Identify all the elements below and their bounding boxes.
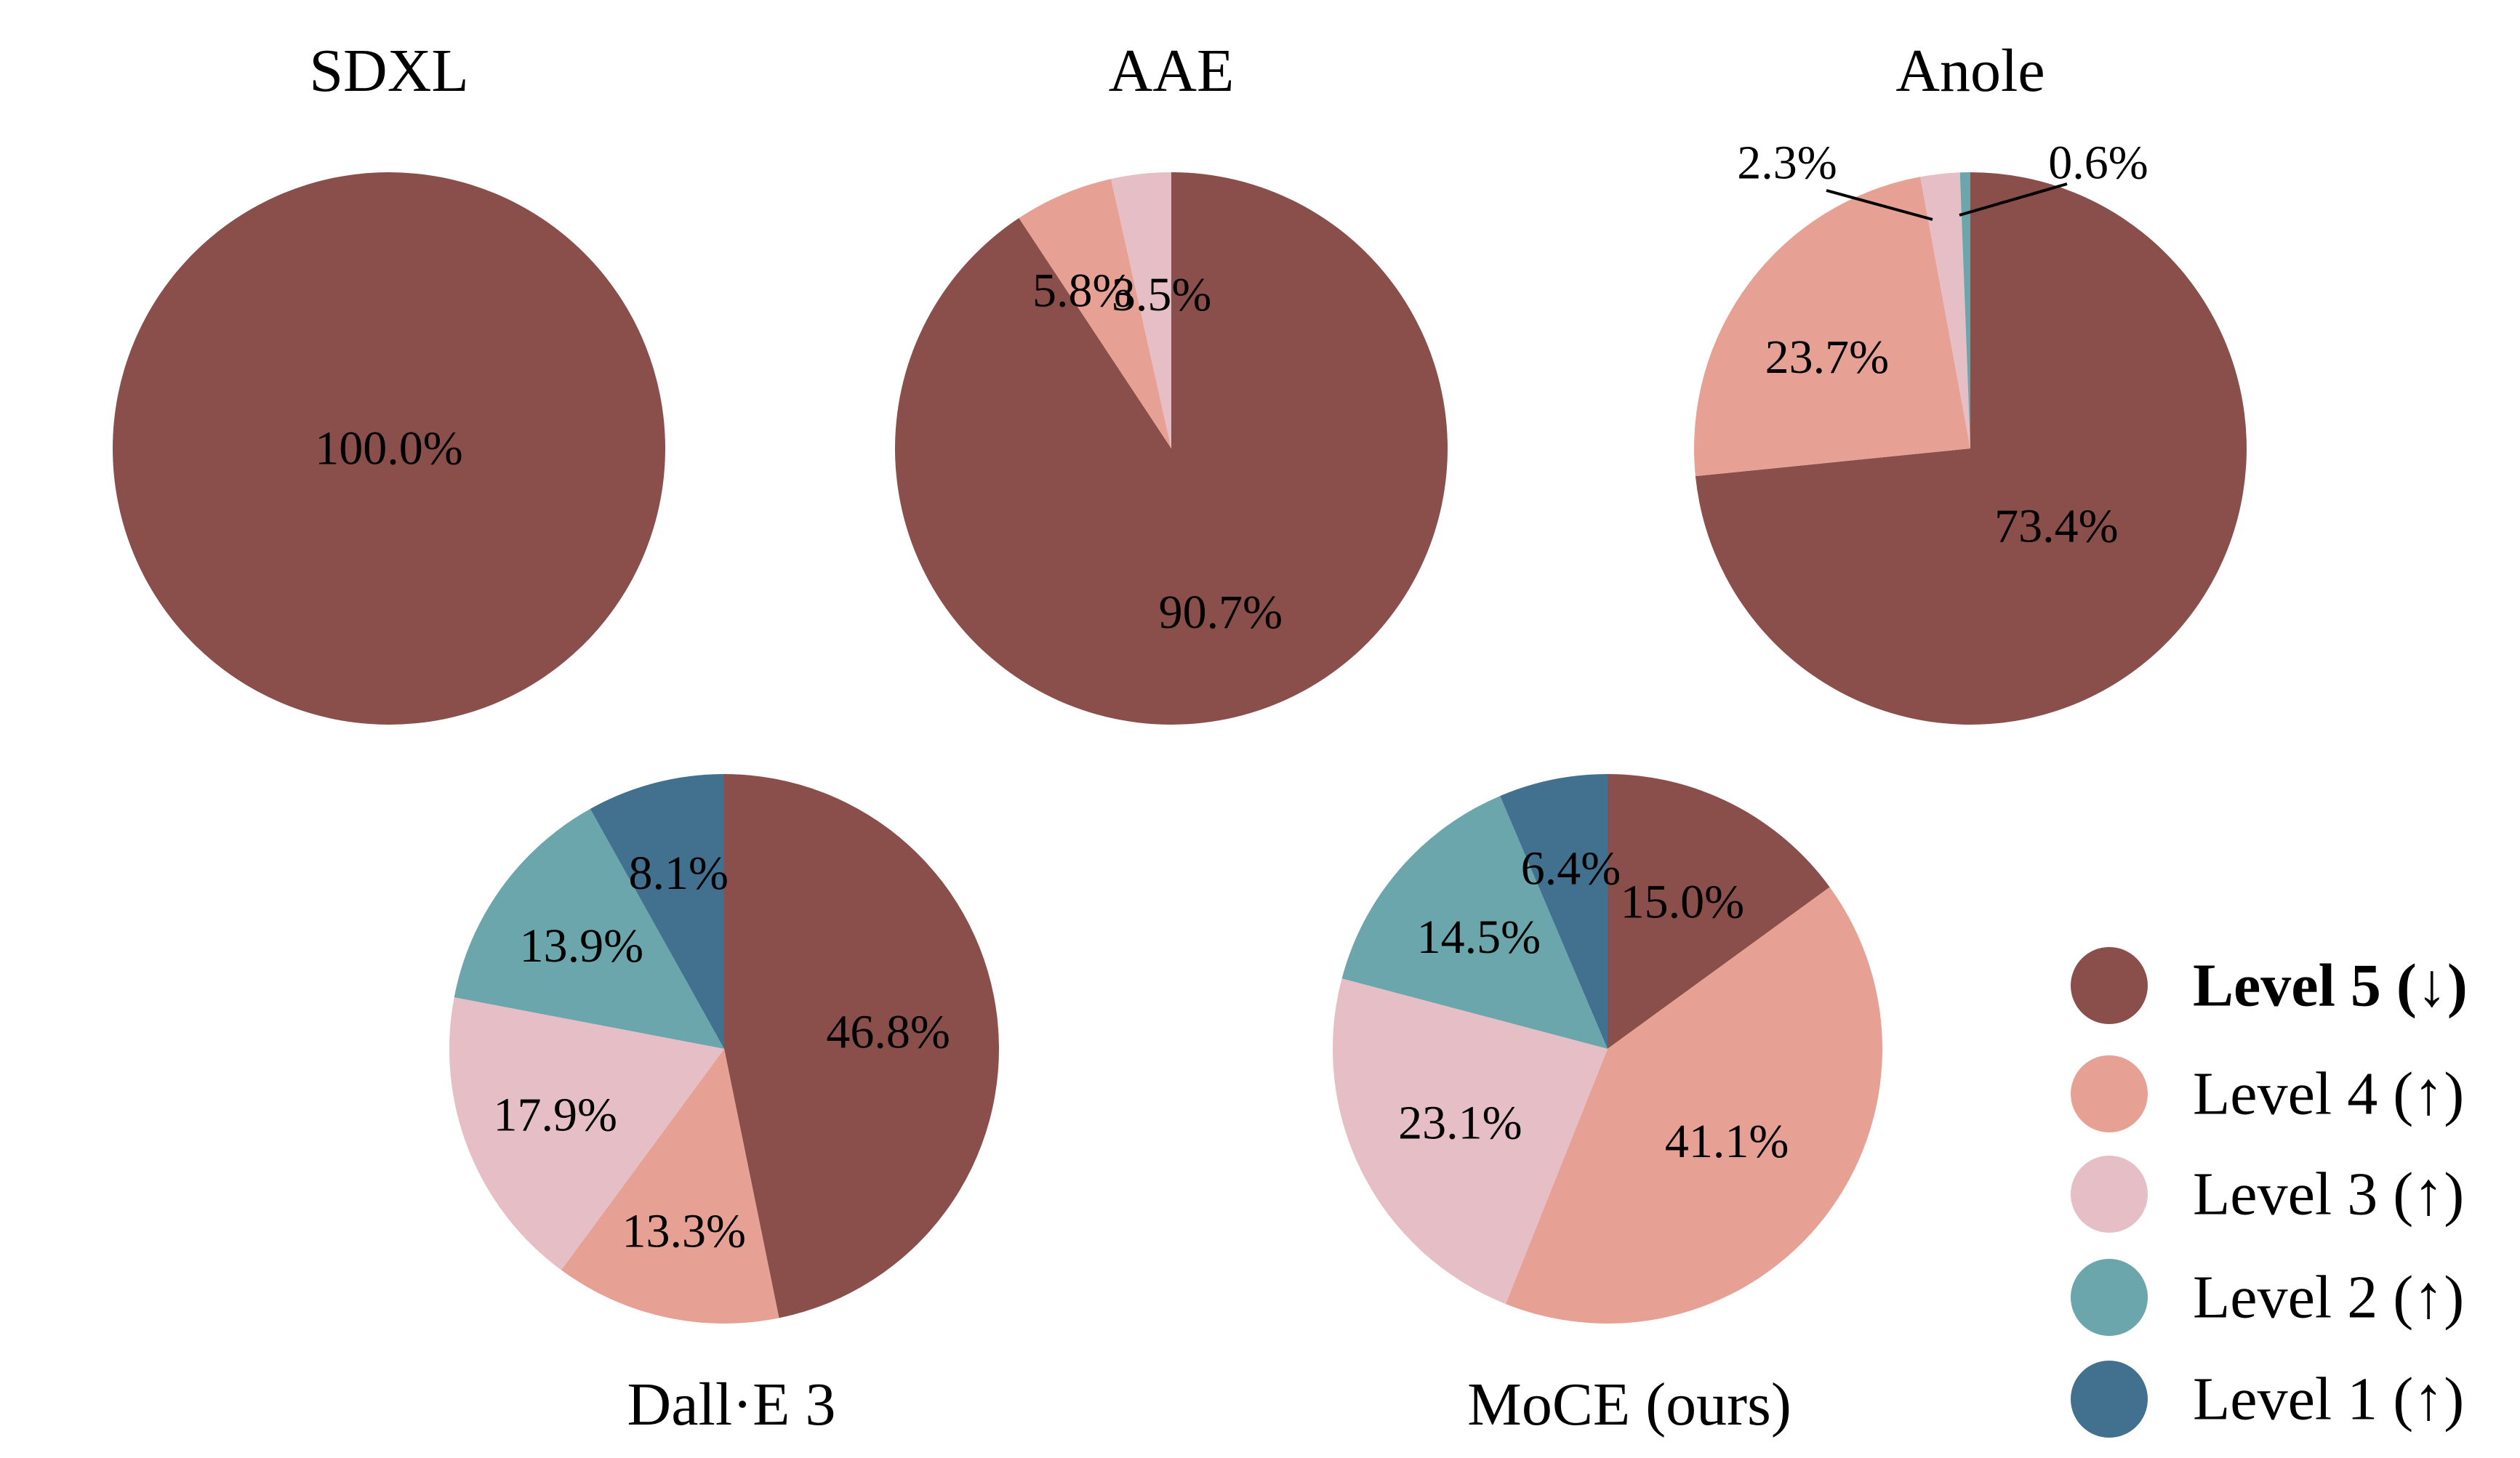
- legend-item-level-3: Level 3 (↑): [2071, 1156, 2464, 1233]
- pie-slice-level-5: [724, 774, 999, 1318]
- pie-slice-level-2: [1341, 796, 1608, 1049]
- slice-value-label: 8.1%: [628, 847, 728, 900]
- slice-value-label: 41.1%: [1665, 1115, 1789, 1168]
- slice-value-label: 13.3%: [622, 1205, 745, 1258]
- slice-value-label: 5.8%: [1032, 265, 1132, 318]
- pie-title: MoCE (ours): [1467, 1371, 1791, 1438]
- slice-value-label: 73.4%: [1994, 500, 2118, 553]
- legend-item-level-5: Level 5 (↓): [2071, 947, 2468, 1024]
- pie-slice-level-5: [1695, 172, 2247, 725]
- pie-slice-level-3: [1920, 172, 1970, 448]
- slice-value-label: 3.5%: [1112, 268, 1211, 321]
- slice-value-label: 2.3%: [1737, 137, 1837, 190]
- slice-value-label: 6.4%: [1521, 842, 1621, 895]
- slice-value-label: 15.0%: [1621, 875, 1744, 928]
- pie-title: SDXL: [309, 37, 468, 105]
- pie-title: Dall·E 3: [627, 1371, 836, 1438]
- slice-value-label: 46.8%: [826, 1006, 950, 1059]
- pie-title: AAE: [1109, 37, 1235, 105]
- slice-value-label: 14.5%: [1417, 911, 1541, 964]
- pie-slice-level-3: [1111, 172, 1171, 448]
- pie-chart-moce: MoCE (ours) 15.0% 41.1% 23.1% 14.5% 6.4%: [1333, 774, 1882, 1438]
- legend-swatch-level-5: [2071, 947, 2148, 1024]
- pie-slice-level-2: [454, 808, 724, 1049]
- slice-value-label: 13.9%: [520, 919, 643, 972]
- pie-title: Anole: [1895, 37, 2045, 105]
- pie-slice-level-5: [1608, 774, 1830, 1049]
- slice-value-label: 100.0%: [315, 422, 462, 475]
- legend-item-level-2: Level 2 (↑): [2071, 1259, 2464, 1336]
- legend-label-level-5: Level 5 (↓): [2193, 952, 2468, 1020]
- slice-value-label: 0.6%: [2048, 137, 2148, 190]
- pie-slice-level-5: [113, 172, 665, 725]
- pie-chart-anole: Anole 73.4% 23.7% 2.3% 0.6%: [1694, 37, 2247, 725]
- legend: Level 5 (↓) Level 4 (↑) Level 3 (↑) Leve…: [2071, 947, 2468, 1438]
- pie-slice-level-4: [1019, 179, 1171, 449]
- pie-slice-level-1: [590, 774, 724, 1049]
- pie-slice-level-3: [449, 997, 724, 1270]
- pie-slice-level-4: [1505, 887, 1882, 1324]
- legend-label-level-4: Level 4 (↑): [2193, 1060, 2464, 1128]
- pie-slice-level-1: [1500, 774, 1608, 1049]
- legend-swatch-level-1: [2071, 1361, 2148, 1438]
- legend-swatch-level-3: [2071, 1156, 2148, 1233]
- pie-slice-level-3: [1333, 978, 1608, 1305]
- slice-value-label: 90.7%: [1159, 586, 1283, 639]
- legend-swatch-level-4: [2071, 1055, 2148, 1132]
- pie-chart-aae: AAE 90.7% 5.8%3.5%: [895, 37, 1448, 725]
- legend-label-level-2: Level 2 (↑): [2193, 1264, 2464, 1332]
- slice-value-label: 23.1%: [1398, 1096, 1522, 1149]
- legend-label-level-1: Level 1 (↑): [2193, 1366, 2464, 1433]
- label-leader-line: [1959, 182, 2068, 217]
- slice-value-label: 17.9%: [494, 1089, 617, 1142]
- legend-swatch-level-2: [2071, 1259, 2148, 1336]
- legend-label-level-3: Level 3 (↑): [2193, 1161, 2464, 1228]
- slice-value-label: 23.7%: [1765, 331, 1889, 384]
- pie-chart-dalle3: Dall·E 3 46.8% 13.3% 17.9% 13.9% 8.1%: [449, 774, 999, 1438]
- pie-chart-sdxl: SDXL 100.0%: [113, 37, 665, 725]
- legend-item-level-1: Level 1 (↑): [2071, 1361, 2464, 1438]
- pie-slice-level-2: [1959, 172, 1970, 448]
- pie-slice-level-4: [1694, 177, 1970, 477]
- label-leader-line: [1826, 189, 1933, 221]
- legend-item-level-4: Level 4 (↑): [2071, 1055, 2464, 1132]
- pie-slice-level-4: [561, 1049, 779, 1324]
